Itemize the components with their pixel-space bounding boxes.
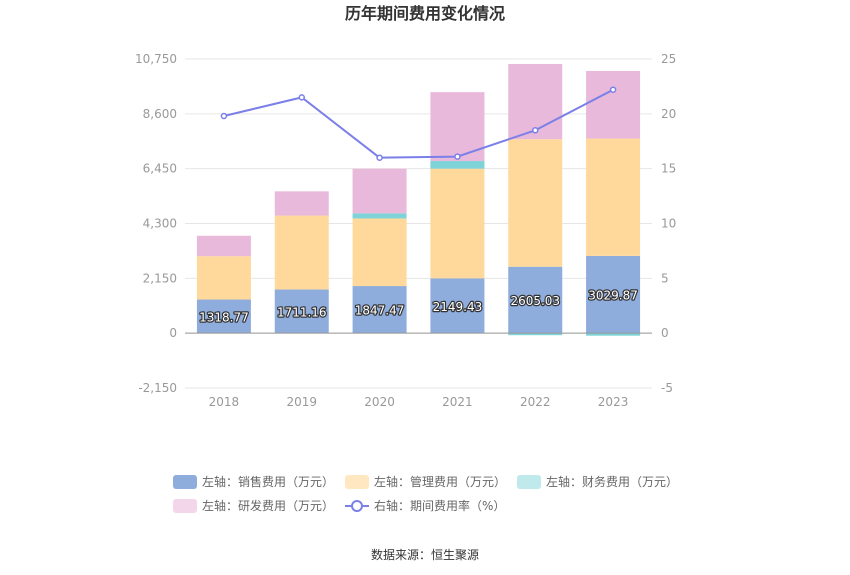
bar-label-2023: 3029.87: [588, 289, 638, 303]
right-tick-label: 10: [661, 217, 676, 231]
right-axis: -5 0 5 10 15 20 25: [661, 52, 676, 395]
left-tick-label: 10,750: [135, 52, 177, 66]
line-point-2020: [376, 154, 383, 161]
legend-swatch: [173, 499, 197, 513]
bar-label-2022: 2605.03: [510, 294, 560, 308]
bar-2020-s3: [352, 168, 407, 214]
bar-label-2018: 1318.77: [199, 310, 249, 324]
left-tick-label: 8,600: [143, 107, 177, 121]
bar-2020-s0: [352, 286, 407, 334]
bars: [196, 63, 641, 336]
x-tick-label: 2018: [209, 395, 240, 409]
bar-label-2019: 1711.16: [277, 305, 327, 319]
line-point-2021: [454, 153, 461, 160]
line-point-2018: [220, 112, 228, 120]
bar-2018-s3: [196, 235, 251, 257]
x-tick-label: 2022: [520, 395, 551, 409]
right-tick-label: 15: [661, 162, 676, 176]
right-tick-label: 5: [661, 271, 669, 285]
bar-2021-s1: [430, 168, 485, 279]
bar-2022-s0: [508, 266, 563, 334]
left-tick-label: -2,150: [138, 381, 177, 395]
bar-label-2020: 1847.47: [355, 304, 405, 318]
x-tick-label: 2019: [286, 395, 317, 409]
line-point-2019: [298, 94, 305, 101]
bar-2023-s3: [586, 70, 641, 139]
bar-labels: 1318.77 1711.16 1847.47 2149.43 2605.03 3029.…: [198, 287, 639, 325]
bar-2022-s3: [508, 63, 563, 140]
right-tick-label: -5: [661, 381, 673, 395]
bar-2023-s2: [586, 333, 641, 336]
right-tick-label: 20: [661, 107, 676, 121]
line-point-2023: [609, 86, 617, 93]
legend-swatch: [517, 475, 541, 489]
left-tick-label: 4,300: [143, 217, 177, 231]
bar-2022-s2: [508, 333, 563, 336]
bar-2020-s2: [352, 213, 407, 219]
bar-2022-s1: [508, 139, 563, 267]
legend-label: 左轴：研发费用（万元）: [202, 498, 334, 513]
legend-label: 左轴：财务费用（万元）: [546, 474, 678, 489]
legend-swatch: [173, 475, 197, 489]
bar-2021-s0: [430, 278, 485, 334]
bar-2018-s0: [196, 299, 251, 334]
bar-2019-s3: [274, 191, 329, 216]
legend-label: 右轴：期间费用率（%）: [374, 498, 505, 513]
legend: 左轴：销售费用（万元） 左轴：管理费用（万元） 左轴：财务费用（万元） 左轴：研发费用…: [173, 474, 678, 513]
legend-swatch: [345, 475, 369, 489]
line-path: [223, 88, 614, 159]
bar-2023-s1: [586, 138, 641, 256]
bar-2020-s1: [352, 218, 407, 287]
right-tick-label: 25: [661, 52, 676, 66]
bar-2019-s0: [274, 289, 329, 334]
legend-label: 左轴：销售费用（万元）: [202, 474, 334, 489]
left-axis: -2,150 0 2,150 4,300 6,450 8,600 10,750: [135, 52, 177, 395]
legend-label: 左轴：管理费用（万元）: [374, 474, 506, 489]
bar-2021-s2: [430, 161, 485, 169]
bar-2019-s1: [274, 215, 329, 290]
bar-2018-s1: [196, 256, 251, 300]
x-tick-label: 2020: [364, 395, 395, 409]
left-tick-label: 2,150: [143, 271, 177, 285]
bar-label-2021: 2149.43: [433, 300, 483, 314]
line-point-2022: [532, 127, 539, 134]
x-tick-label: 2021: [442, 395, 473, 409]
x-axis: 2018 2019 2020 2021 2022 2023: [185, 332, 652, 409]
legend-swatch-marker: [351, 500, 363, 512]
data-source: 数据来源：恒生聚源: [371, 547, 479, 562]
rate-line: [220, 86, 617, 161]
x-tick-label: 2023: [598, 395, 629, 409]
chart-title: 历年期间费用变化情况: [345, 4, 505, 23]
left-tick-label: 6,450: [143, 162, 177, 176]
right-tick-label: 0: [661, 326, 669, 340]
bar-2023-s0: [586, 255, 641, 334]
left-tick-label: 0: [169, 326, 177, 340]
